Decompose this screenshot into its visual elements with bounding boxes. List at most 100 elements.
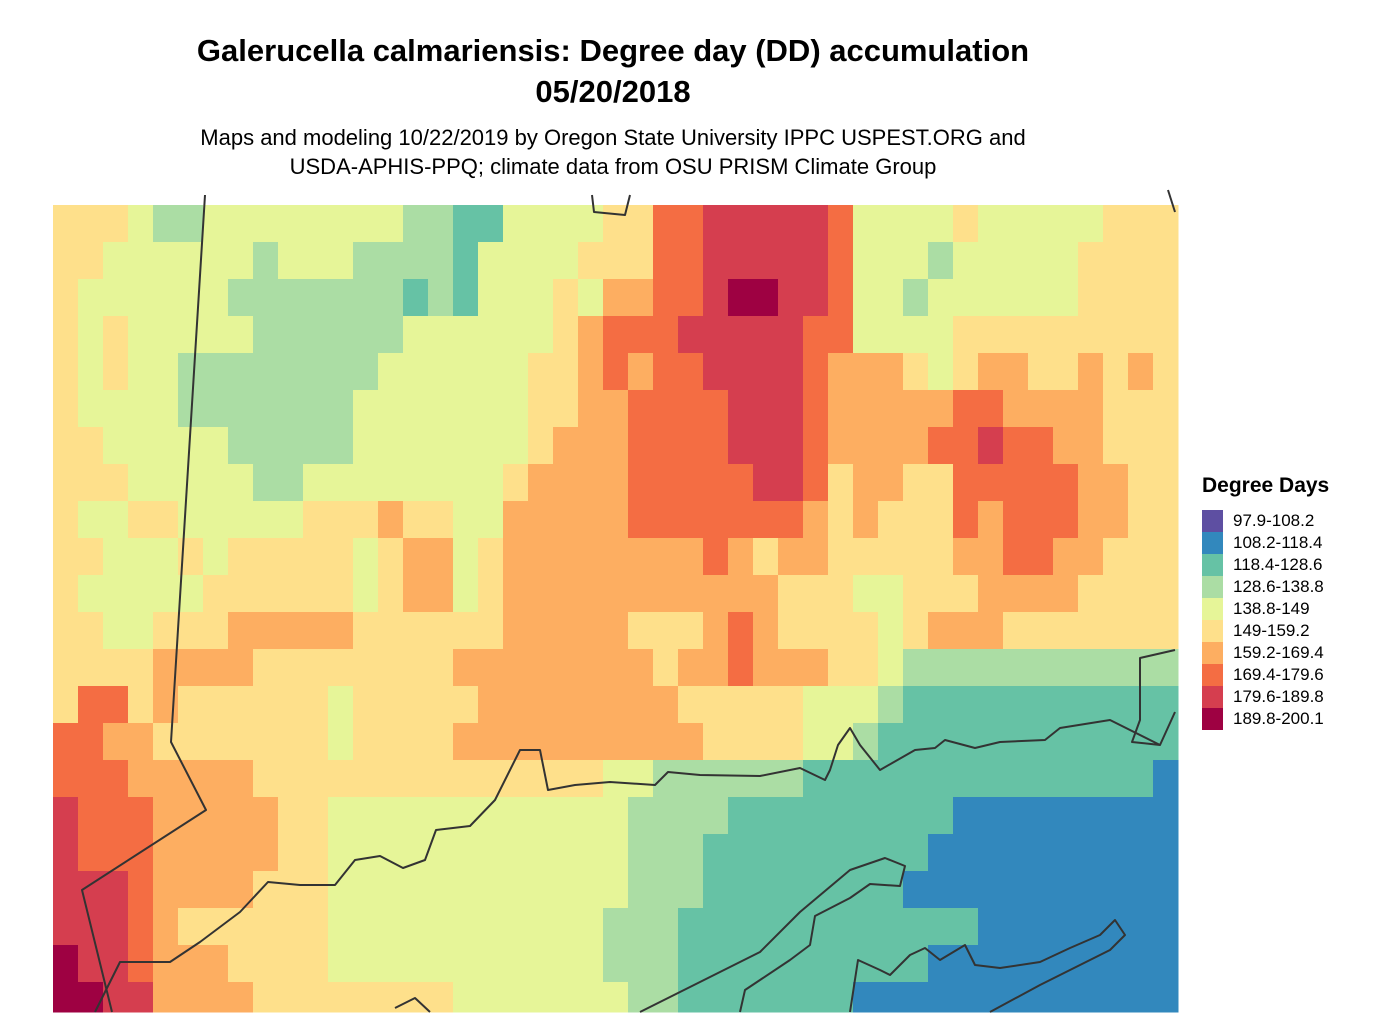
raster-cell (928, 205, 954, 243)
raster-cell (503, 982, 529, 1013)
raster-cell (378, 353, 404, 391)
raster-cell (1078, 612, 1104, 650)
raster-cell (853, 760, 879, 798)
raster-cell (1003, 797, 1029, 835)
raster-cell (1128, 945, 1154, 983)
legend-item: 118.4-128.6 (1202, 554, 1329, 576)
raster-cell (303, 501, 329, 539)
raster-cell (728, 649, 754, 687)
raster-cell (928, 464, 954, 502)
raster-cell (703, 686, 729, 724)
raster-cell (853, 797, 879, 835)
raster-cell (628, 242, 654, 280)
raster-cell (753, 353, 779, 391)
raster-cell (53, 279, 79, 317)
raster-cell (128, 279, 154, 317)
raster-cell (978, 353, 1004, 391)
raster-cell (1053, 205, 1079, 243)
raster-cell (1128, 834, 1154, 872)
raster-cell (453, 797, 479, 835)
raster-cell (1028, 797, 1054, 835)
raster-cell (1053, 982, 1079, 1013)
raster-cell (303, 871, 329, 909)
raster-cell (1103, 242, 1129, 280)
raster-cell (453, 279, 479, 317)
raster-cell (1053, 390, 1079, 428)
raster-cell (853, 871, 879, 909)
raster-cell (153, 316, 179, 354)
raster-cell (1153, 538, 1179, 576)
raster-cell (1053, 797, 1079, 835)
raster-cell (453, 538, 479, 576)
raster-cell (903, 760, 929, 798)
raster-cell (178, 834, 204, 872)
raster-cell (778, 612, 804, 650)
raster-cell (428, 649, 454, 687)
raster-cell (903, 279, 929, 317)
raster-cell (978, 205, 1004, 243)
raster-cell (103, 575, 129, 613)
raster-cell (253, 945, 279, 983)
raster-cell (728, 205, 754, 243)
raster-cell (1103, 353, 1129, 391)
raster-cell (603, 908, 629, 946)
raster-cell (928, 316, 954, 354)
raster-cell (1103, 612, 1129, 650)
raster-cell (253, 464, 279, 502)
raster-cell (203, 575, 229, 613)
raster-cell (53, 945, 79, 983)
raster-cell (528, 908, 554, 946)
raster-cell (953, 686, 979, 724)
raster-cell (303, 390, 329, 428)
raster-cell (903, 797, 929, 835)
raster-cell (978, 686, 1004, 724)
raster-cell (128, 242, 154, 280)
raster-cell (978, 649, 1004, 687)
raster-cell (853, 908, 879, 946)
raster-cell (1078, 834, 1104, 872)
raster-cell (1078, 242, 1104, 280)
raster-cell (603, 353, 629, 391)
raster-cell (853, 316, 879, 354)
raster-cell (353, 945, 379, 983)
raster-cell (428, 686, 454, 724)
raster-cell (278, 908, 304, 946)
raster-cell (1078, 427, 1104, 465)
raster-cell (1103, 538, 1129, 576)
raster-cell (953, 871, 979, 909)
raster-cell (403, 686, 429, 724)
raster-cell (503, 501, 529, 539)
legend-label: 179.6-189.8 (1233, 687, 1324, 706)
raster-cell (228, 908, 254, 946)
raster-cell (778, 871, 804, 909)
legend-item: 149-159.2 (1202, 620, 1329, 642)
raster-cell (603, 945, 629, 983)
raster-cell (478, 316, 504, 354)
raster-cell (1078, 686, 1104, 724)
raster-cell (253, 316, 279, 354)
raster-cell (653, 427, 679, 465)
raster-cell (578, 538, 604, 576)
raster-cell (153, 390, 179, 428)
raster-cell (1103, 316, 1129, 354)
raster-cell (203, 834, 229, 872)
raster-cell (503, 760, 529, 798)
raster-cell (453, 316, 479, 354)
raster-cell (403, 760, 429, 798)
raster-cell (603, 242, 629, 280)
raster-cell (53, 390, 79, 428)
legend-label: 159.2-169.4 (1233, 643, 1324, 662)
raster-cell (478, 908, 504, 946)
raster-cell (878, 538, 904, 576)
raster-cell (178, 501, 204, 539)
raster-cell (653, 390, 679, 428)
legend-item: 128.6-138.8 (1202, 576, 1329, 598)
raster-cell (253, 242, 279, 280)
raster-cell (78, 242, 104, 280)
raster-cell (103, 649, 129, 687)
raster-cell (178, 316, 204, 354)
raster-cell (628, 723, 654, 761)
raster-cell (453, 723, 479, 761)
raster-cell (428, 205, 454, 243)
raster-cell (753, 501, 779, 539)
